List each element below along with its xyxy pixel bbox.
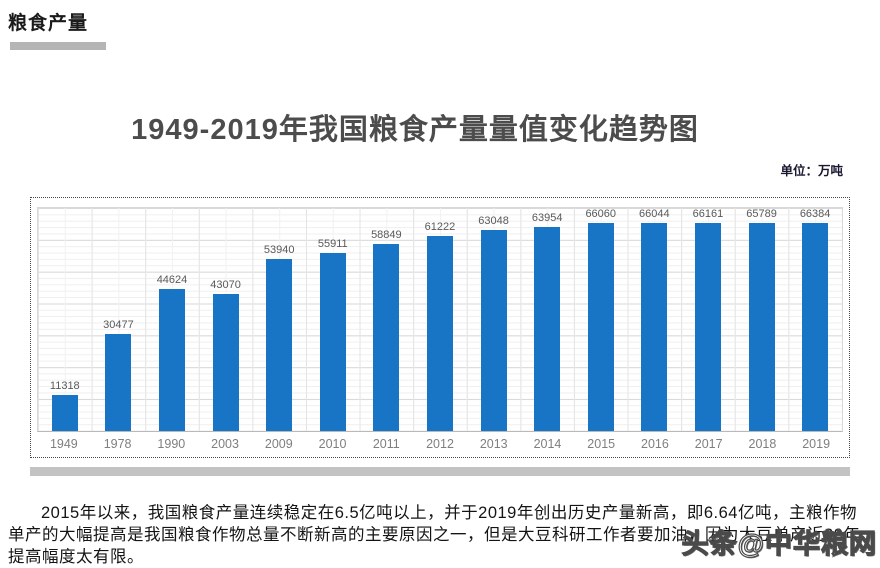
separator-bar — [30, 467, 850, 476]
bar — [480, 230, 507, 431]
bar-column: 65789 — [735, 208, 789, 431]
x-axis-label: 2017 — [694, 437, 723, 451]
bar — [534, 227, 561, 431]
heading-underline-bar — [10, 42, 106, 50]
bar — [426, 236, 453, 431]
bar-value-label: 61222 — [424, 221, 456, 233]
bar-column: 63954 — [520, 208, 574, 431]
bar-value-label: 66060 — [585, 208, 617, 220]
bar-column: 66384 — [788, 208, 842, 431]
bar-column: 66044 — [628, 208, 682, 431]
plot-area: 11318 30477 44624 43070 53940 55911 58849 61222… — [37, 207, 843, 432]
chart-title: 1949-2019年我国粮食产量量值变化趋势图 — [131, 114, 699, 146]
bar-value-label: 53940 — [263, 244, 295, 256]
x-axis-label: 2019 — [802, 437, 831, 451]
bar-column: 53940 — [252, 208, 306, 431]
bar-column: 63048 — [467, 208, 521, 431]
bar — [802, 223, 829, 431]
bar — [694, 223, 721, 431]
x-axis-labels: 1949 1978 1990 2003 2009 2010 2011 2012 2013 2014… — [37, 437, 843, 451]
x-axis-label: 2009 — [264, 437, 293, 451]
bar-column: 61222 — [413, 208, 467, 431]
bar — [587, 223, 614, 431]
bar — [105, 334, 132, 431]
bar-value-label: 43070 — [210, 279, 241, 291]
bar-value-label: 66161 — [692, 208, 724, 220]
bar-column: 55911 — [306, 208, 360, 431]
x-axis-label: 1949 — [49, 437, 78, 451]
watermark: 头条@中华粮网 — [681, 528, 877, 559]
bar-value-label: 30477 — [103, 319, 134, 331]
x-axis-label: 1990 — [157, 437, 186, 451]
bar-value-label: 55911 — [317, 238, 348, 250]
chart-container: 11318 30477 44624 43070 53940 55911 58849 61222… — [30, 197, 850, 458]
unit-label: 单位：万吨 — [780, 164, 843, 178]
bar-column: 58849 — [360, 208, 414, 431]
bar — [748, 223, 775, 431]
bar-column: 66161 — [681, 208, 735, 431]
x-axis-label: 2014 — [533, 437, 562, 451]
bar — [641, 223, 668, 431]
bar-column: 30477 — [92, 208, 146, 431]
body-paragraph: 2015年以来，我国粮食产量连续稳定在6.5亿吨以上，并于2019年创出历史产量… — [8, 503, 861, 566]
bar-value-label: 11318 — [49, 380, 80, 392]
x-axis-label: 2010 — [318, 437, 347, 451]
bar — [158, 289, 185, 431]
bar-column: 66060 — [574, 208, 628, 431]
bar-value-label: 66384 — [799, 208, 831, 220]
x-axis-label: 2003 — [211, 437, 239, 451]
bar-column: 44624 — [145, 208, 199, 431]
x-axis-label: 2012 — [426, 437, 454, 451]
x-axis-label: 2013 — [479, 437, 508, 451]
page-heading: 粮食产量 — [8, 13, 89, 34]
x-axis-label: 2015 — [587, 437, 616, 451]
bar-value-label: 65789 — [746, 208, 777, 220]
bar-value-label: 63048 — [478, 215, 509, 227]
x-axis-label: 2011 — [372, 437, 400, 451]
bar — [51, 395, 78, 431]
bar-value-label: 58849 — [371, 229, 402, 241]
bar-value-label: 63954 — [531, 212, 563, 224]
x-axis-label: 2016 — [641, 437, 669, 451]
bar — [373, 244, 400, 431]
x-axis-label: 1978 — [103, 437, 132, 451]
bar-column: 43070 — [199, 208, 253, 431]
bar — [212, 294, 239, 431]
bar — [266, 259, 293, 431]
bar-column: 11318 — [38, 208, 92, 431]
bar-value-label: 66044 — [639, 208, 670, 220]
bar — [319, 253, 346, 431]
bar-value-label: 44624 — [156, 274, 188, 286]
x-axis-label: 2018 — [748, 437, 777, 451]
